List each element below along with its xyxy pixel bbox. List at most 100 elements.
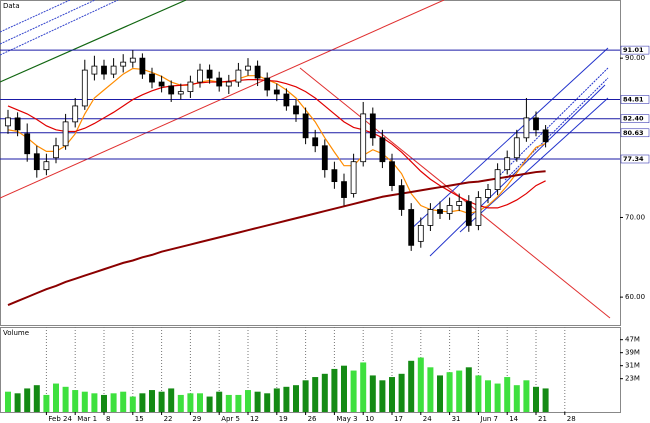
volume-bar bbox=[523, 380, 530, 412]
trendline bbox=[459, 97, 609, 233]
volume-bar bbox=[485, 380, 491, 412]
volume-bar bbox=[331, 368, 338, 412]
candle-body bbox=[187, 81, 194, 93]
candle-body bbox=[273, 89, 280, 95]
volume-bar bbox=[379, 380, 386, 412]
volume-bar bbox=[101, 394, 107, 412]
volume-bar bbox=[437, 375, 443, 412]
volume-bar bbox=[149, 390, 155, 412]
candle-body bbox=[149, 73, 155, 83]
volume-bar bbox=[91, 393, 98, 412]
volume-bar bbox=[302, 380, 309, 412]
x-tick-label: Apr 5 bbox=[221, 415, 240, 423]
candle-body bbox=[475, 197, 482, 226]
level-box bbox=[620, 154, 650, 164]
volume-bar bbox=[187, 393, 194, 412]
candle-body bbox=[120, 61, 127, 67]
volume-bar bbox=[177, 394, 184, 412]
volume-bar bbox=[389, 377, 395, 412]
volume-bar bbox=[81, 391, 88, 412]
candle-body bbox=[485, 189, 491, 198]
y-tick-label: 90.00 bbox=[625, 54, 645, 62]
volume-bar bbox=[72, 390, 79, 412]
x-tick-label: 24 bbox=[423, 415, 432, 423]
volume-bar bbox=[321, 373, 328, 412]
candle-body bbox=[24, 133, 31, 155]
candle-body bbox=[216, 77, 223, 87]
candle-body bbox=[235, 69, 242, 83]
candle-body bbox=[465, 201, 472, 226]
level-box bbox=[620, 128, 650, 138]
volume-bar bbox=[24, 388, 31, 412]
trendline bbox=[0, 0, 96, 45]
candle-body bbox=[225, 81, 232, 87]
volume-bar bbox=[427, 367, 434, 412]
level-box bbox=[620, 95, 650, 104]
candle-body bbox=[197, 69, 203, 83]
candle-body bbox=[513, 137, 520, 159]
candle-body bbox=[206, 69, 213, 79]
volume-bar bbox=[475, 375, 482, 412]
candle-body bbox=[43, 161, 50, 171]
volume-bar bbox=[139, 393, 146, 412]
trendlines bbox=[0, 0, 611, 319]
trendline bbox=[0, 0, 119, 56]
volume-bar bbox=[168, 388, 175, 412]
volume-bar bbox=[417, 357, 424, 412]
volume-bar bbox=[350, 370, 357, 412]
level-label: 84.81 bbox=[623, 95, 644, 103]
candle-body bbox=[542, 129, 549, 143]
x-tick-label: 28 bbox=[567, 415, 576, 423]
y-tick-label: 70.00 bbox=[625, 213, 645, 221]
trendline bbox=[409, 47, 609, 231]
volume-bar bbox=[158, 391, 165, 412]
candle-body bbox=[110, 65, 117, 75]
moving-average bbox=[7, 79, 546, 209]
x-tick-label: 12 bbox=[250, 415, 259, 423]
volume-bar bbox=[14, 393, 21, 412]
candle-body bbox=[245, 65, 251, 71]
candle-body bbox=[437, 209, 443, 214]
volume-title: Volume bbox=[3, 329, 29, 337]
candle-body bbox=[129, 57, 136, 63]
y-tick-label: 23M bbox=[625, 375, 640, 383]
volume-bar bbox=[360, 362, 367, 412]
volume-bar bbox=[494, 383, 501, 412]
x-tick-label: 15 bbox=[135, 415, 144, 423]
x-tick-label: Feb 24 bbox=[48, 415, 72, 423]
x-tick-label: 19 bbox=[279, 415, 288, 423]
volume-bar bbox=[341, 365, 347, 412]
price-panel bbox=[0, 0, 621, 326]
level-box bbox=[620, 114, 650, 123]
candle-body bbox=[456, 201, 463, 206]
candle-body bbox=[312, 137, 319, 147]
candle-body bbox=[91, 65, 98, 75]
candle-body bbox=[168, 85, 175, 95]
x-tick-label: Jun 7 bbox=[479, 415, 498, 423]
x-tick-label: 31 bbox=[452, 415, 461, 423]
volume-bar bbox=[110, 393, 117, 412]
candle-body bbox=[504, 157, 511, 171]
candle-body bbox=[398, 185, 405, 210]
trendline bbox=[0, 0, 187, 83]
volume-bar bbox=[129, 396, 136, 412]
volume-bar bbox=[53, 383, 59, 412]
volume-bar bbox=[398, 373, 405, 412]
volume-bar bbox=[254, 391, 261, 412]
volume-bar bbox=[264, 393, 271, 412]
level-label: 80.63 bbox=[623, 129, 644, 137]
volume-bar bbox=[273, 388, 280, 412]
candle-body bbox=[533, 117, 539, 131]
trendline bbox=[429, 84, 606, 257]
candle-body bbox=[5, 117, 11, 127]
x-tick-label: 17 bbox=[394, 415, 403, 423]
x-tick-label: 26 bbox=[308, 415, 317, 423]
candle-body bbox=[177, 91, 184, 95]
volume-bar bbox=[513, 385, 520, 412]
candle-body bbox=[254, 65, 261, 79]
candle-body bbox=[331, 169, 338, 183]
trendline bbox=[504, 77, 609, 181]
candle-body bbox=[283, 93, 290, 107]
volume-bar bbox=[197, 393, 203, 412]
